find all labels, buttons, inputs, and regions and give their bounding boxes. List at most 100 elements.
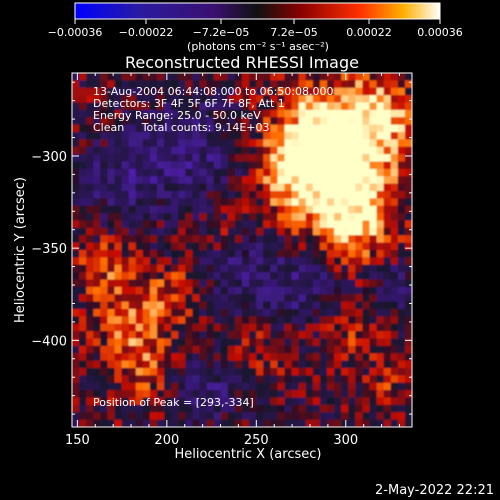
heatmap-cell [362,95,371,104]
heatmap-cell [220,345,229,354]
heatmap-cell [369,132,378,140]
heatmap-cell [86,183,94,192]
heatmap-cell [178,272,186,281]
heatmap-cell [291,168,300,177]
heatmap-cell [206,375,215,384]
heatmap-cell [270,227,279,236]
heatmap-cell [86,338,94,347]
heatmap-cell [312,279,321,288]
heatmap-cell [213,294,222,303]
heatmap-cell [270,250,279,258]
heatmap-cell [277,80,286,89]
heatmap-cell [114,257,123,266]
heatmap-cell [121,176,130,185]
heatmap-cell [157,183,165,192]
heatmap-cell [348,80,356,89]
heatmap-cell [157,272,165,281]
heatmap-cell [220,404,229,413]
heatmap-cell [86,205,94,214]
heatmap-cell [93,309,101,317]
heatmap-cell [291,109,300,118]
heatmap-cell [128,368,137,376]
heatmap-cell [277,301,286,310]
heatmap-cell [383,264,392,273]
heatmap-cell [142,183,151,192]
heatmap-cell [86,279,94,288]
heatmap-cell [135,250,144,258]
heatmap-cell [305,73,314,81]
heatmap-cell [128,102,137,111]
heatmap-cell [397,73,406,81]
heatmap-cell [135,404,144,413]
heatmap-cell [86,117,94,126]
heatmap-cell [114,139,123,148]
heatmap-cell [383,360,392,369]
heatmap-cell [277,235,286,244]
heatmap-cell [348,279,356,288]
heatmap-cell [86,375,94,384]
heatmap-cell [298,272,307,281]
heatmap-cell [383,323,392,332]
heatmap-cell [270,323,279,332]
heatmap-cell [362,183,371,192]
heatmap-cell [72,375,80,384]
heatmap-cell [397,294,406,303]
heatmap-cell [128,87,137,96]
heatmap-cell [157,73,165,81]
heatmap-cell [390,404,399,413]
heatmap-cell [121,397,130,406]
heatmap-cell [355,382,364,391]
heatmap-cell [128,264,137,273]
heatmap-cell [305,154,314,163]
heatmap-cell [171,257,179,266]
heatmap-cell [249,368,257,376]
heatmap-cell [348,242,356,251]
heatmap-cell [142,397,151,406]
heatmap-cell [327,213,335,222]
heatmap-cell [79,323,87,332]
heatmap-cell [277,294,286,303]
heatmap-cell [121,227,130,236]
heatmap-cell [327,227,335,236]
heatmap-cell [199,382,208,391]
heatmap-cell [192,301,201,310]
heatmap-cell [107,168,116,177]
heatmap-cell [128,176,137,185]
heatmap-cell [284,390,293,399]
heatmap-cell [305,286,314,295]
heatmap-cell [397,301,406,310]
heatmap-cell [249,95,257,104]
heatmap-cell [369,360,378,369]
heatmap-cell [100,286,109,295]
heatmap-cell [142,220,151,229]
heatmap-cell [376,279,385,288]
heatmap-cell [199,198,208,207]
heatmap-cell [107,146,116,155]
heatmap-cell [362,213,371,222]
heatmap-cell [256,404,264,413]
heatmap-cell [93,368,101,376]
heatmap-cell [390,316,399,325]
heatmap-cell [79,353,87,362]
heatmap-cell [327,345,335,354]
heatmap-cell [397,154,406,163]
heatmap-cell [135,301,144,310]
heatmap-cell [249,191,257,199]
heatmap-cell [93,168,101,177]
heatmap-cell [185,227,194,236]
heatmap-cell [93,176,101,185]
heatmap-cell [277,397,286,406]
heatmap-cell [249,124,257,133]
heatmap-cell [298,264,307,273]
heatmap-cell [355,242,364,251]
heatmap-cell [192,220,201,229]
heatmap-cell [185,183,194,192]
heatmap-cell [72,109,80,118]
heatmap-cell [404,176,412,185]
heatmap-cell [327,109,335,118]
heatmap-cell [305,345,314,354]
heatmap-cell [362,73,371,81]
heatmap-cell [404,419,412,427]
heatmap-cell [171,139,179,148]
heatmap-cell [263,360,271,369]
